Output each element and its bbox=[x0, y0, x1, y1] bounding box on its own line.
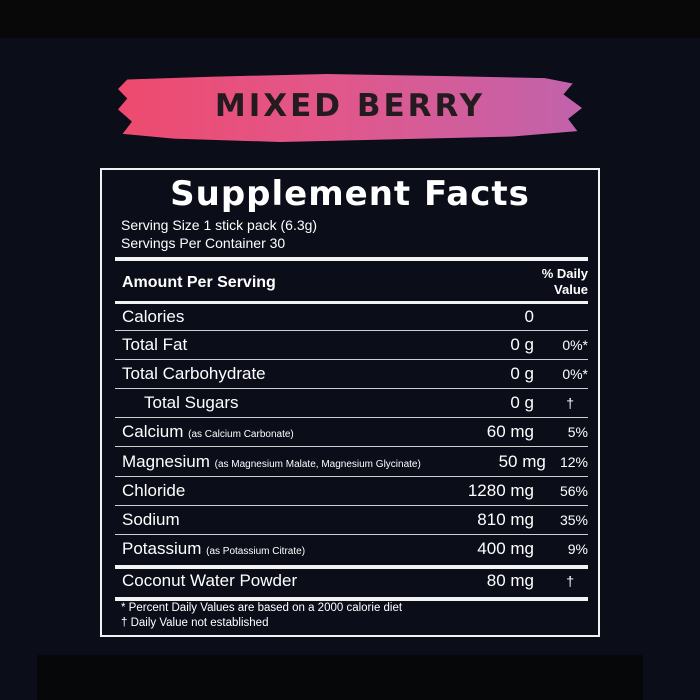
nutrient-name-text: Calories bbox=[122, 307, 185, 326]
nutrient-daily-value: 0%* bbox=[562, 337, 588, 353]
nutrient-source-note: (as Magnesium Malate, Magnesium Glycinat… bbox=[214, 458, 421, 470]
panel-title: Supplement Facts bbox=[170, 174, 530, 214]
nutrient-name: Potassium (as Potassium Citrate) bbox=[115, 539, 374, 559]
divider bbox=[115, 301, 588, 304]
nutrient-row: Calories 0 bbox=[115, 304, 588, 331]
flavor-brush-stroke bbox=[118, 74, 582, 142]
nutrient-amount: 80 mg bbox=[486, 571, 534, 590]
flavor-label: MIXED BERRY bbox=[214, 88, 486, 124]
nutrient-name: Total Carbohydrate bbox=[115, 364, 374, 384]
footnote: * Percent Daily Values are based on a 20… bbox=[121, 602, 403, 614]
serving-size: Serving Size 1 stick pack (6.3g) bbox=[121, 217, 318, 233]
nutrient-amount: 1280 mg bbox=[467, 481, 534, 500]
nutrient-daily-value: 5% bbox=[567, 424, 588, 440]
nutrient-name: Total Fat bbox=[115, 335, 374, 355]
nutrient-name: Coconut Water Powder bbox=[115, 571, 374, 591]
nutrient-row: Potassium (as Potassium Citrate) 400 mg 9% bbox=[115, 535, 588, 563]
nutrient-daily-value: † bbox=[566, 573, 574, 589]
nutrient-daily-value: 12% bbox=[559, 453, 588, 470]
nutrient-row: Sodium 810 mg 35% bbox=[115, 506, 588, 535]
nutrient-name: Calcium (as Calcium Carbonate) bbox=[115, 422, 374, 442]
daily-value-label: % Daily Value bbox=[541, 266, 588, 297]
amount-per-serving-label: Amount Per Serving bbox=[122, 274, 276, 291]
bottom-band bbox=[37, 655, 643, 700]
nutrient-row: Calcium (as Calcium Carbonate) 60 mg 5% bbox=[115, 418, 588, 447]
nutrient-source-note: (as Calcium Carbonate) bbox=[188, 429, 294, 440]
nutrient-amount: 0 g bbox=[510, 393, 534, 412]
nutrient-daily-value: 9% bbox=[567, 541, 588, 557]
divider-thick bbox=[115, 565, 588, 569]
nutrient-row: Coconut Water Powder 80 mg † bbox=[115, 567, 588, 595]
nutrient-row: Total Sugars 0 g † bbox=[115, 389, 588, 418]
footnote: † Daily Value not established bbox=[121, 617, 269, 629]
divider-thick bbox=[115, 257, 588, 261]
nutrient-row: Total Fat 0 g 0%* bbox=[115, 331, 588, 360]
nutrient-daily-value: 0%* bbox=[562, 366, 588, 382]
nutrient-row: Chloride 1280 mg 56% bbox=[115, 477, 588, 506]
nutrient-name-text: Total Sugars bbox=[144, 393, 239, 412]
nutrient-name-text: Sodium bbox=[122, 510, 180, 529]
nutrient-name: Total Sugars bbox=[115, 393, 374, 413]
nutrient-amount: 0 g bbox=[510, 364, 534, 383]
supplement-facts-panel: Supplement Facts Serving Size 1 stick pa… bbox=[100, 168, 600, 637]
nutrient-amount: 400 mg bbox=[477, 539, 534, 558]
nutrient-name-text: Potassium bbox=[122, 539, 202, 558]
nutrient-name-text: Total Fat bbox=[122, 335, 188, 354]
nutrient-name-text: Coconut Water Powder bbox=[122, 571, 298, 590]
nutrient-daily-value: 56% bbox=[559, 483, 588, 499]
nutrient-amount: 50 mg bbox=[498, 451, 546, 471]
nutrient-name-text: Magnesium bbox=[122, 451, 210, 471]
nutrient-name: Chloride bbox=[115, 481, 374, 501]
nutrient-amount: 60 mg bbox=[486, 422, 534, 441]
nutrient-name: Calories bbox=[115, 307, 374, 327]
table-header: Amount Per Serving % Daily Value bbox=[115, 264, 588, 302]
nutrient-name-text: Total Carbohydrate bbox=[122, 364, 266, 383]
nutrient-name: Magnesium (as Magnesium Malate, Magnesiu… bbox=[115, 452, 421, 472]
nutrient-name-text: Calcium bbox=[122, 422, 184, 441]
nutrient-row: Total Carbohydrate 0 g 0%* bbox=[115, 360, 588, 389]
nutrient-name: Sodium bbox=[115, 510, 374, 530]
nutrient-daily-value: 35% bbox=[559, 512, 588, 528]
nutrient-amount: 0 g bbox=[510, 335, 534, 354]
nutrient-row: Magnesium (as Magnesium Malate, Magnesiu… bbox=[115, 447, 588, 477]
nutrient-name-text: Chloride bbox=[122, 481, 186, 500]
nutrient-amount: 810 mg bbox=[477, 510, 534, 529]
servings-per-container: Servings Per Container 30 bbox=[121, 235, 286, 251]
top-band bbox=[0, 0, 700, 38]
nutrient-source-note: (as Potassium Citrate) bbox=[206, 546, 306, 557]
nutrient-amount: 0 bbox=[524, 307, 534, 326]
divider-thick bbox=[115, 597, 588, 601]
nutrient-daily-value: † bbox=[566, 395, 574, 411]
